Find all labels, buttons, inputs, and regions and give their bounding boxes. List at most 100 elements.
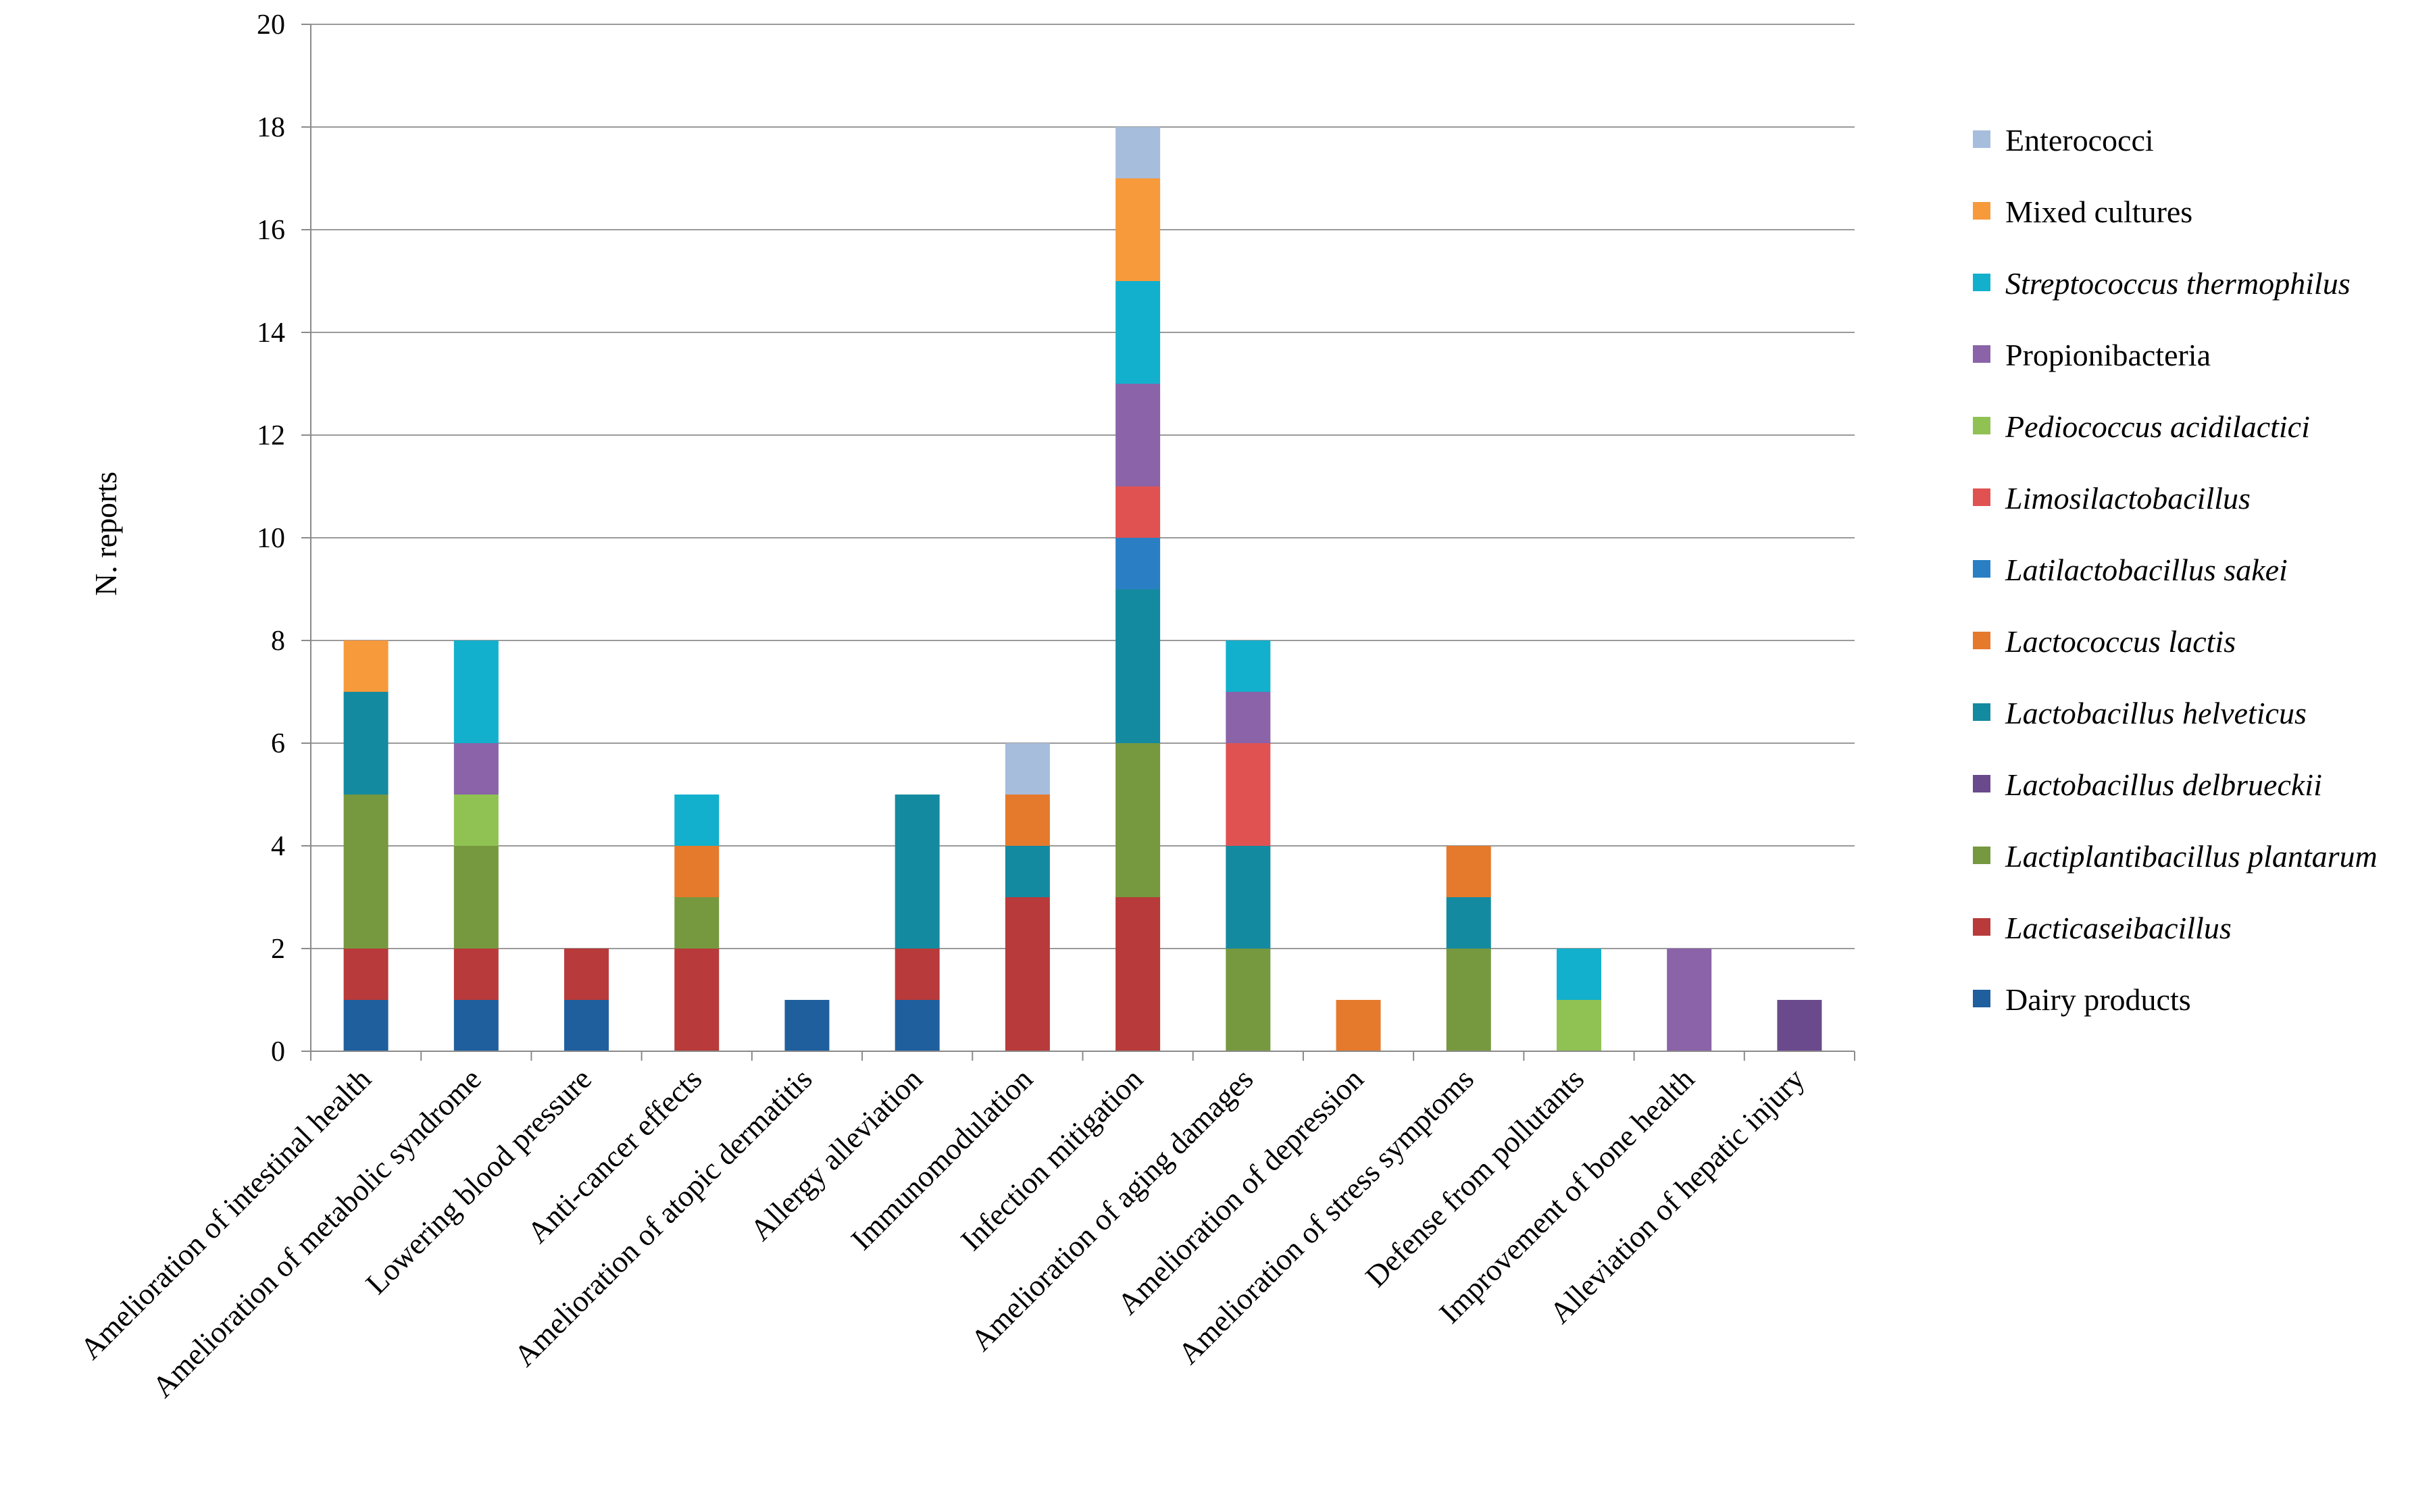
bar-segment (1115, 589, 1161, 743)
legend-swatch (1973, 417, 1990, 434)
bar-segment (895, 949, 940, 1000)
bar-segment (1226, 949, 1271, 1051)
y-tick-label: 16 (257, 215, 285, 246)
x-category-label: Infection mitigation (954, 1062, 1149, 1257)
bar-segment (1446, 949, 1491, 1051)
legend-swatch (1973, 274, 1990, 291)
bar-segment (343, 692, 388, 795)
bar-segment (343, 795, 388, 949)
y-tick-label: 6 (271, 728, 285, 759)
y-tick-labels: 0 2 4 6 8 10 12 14 16 18 20 (257, 9, 285, 1067)
legend-swatch (1973, 345, 1990, 363)
legend-label: Dairy products (2005, 982, 2191, 1017)
bar-segment (674, 949, 720, 1051)
y-tick-label: 14 (257, 318, 285, 349)
bar-segment (343, 949, 388, 1000)
legend-swatch (1973, 560, 1990, 578)
bar-segment (1115, 127, 1161, 178)
bar-segment (1446, 897, 1491, 949)
y-tick-label: 0 (271, 1036, 285, 1067)
bar-segment (1005, 846, 1050, 897)
legend-swatch (1973, 632, 1990, 649)
bar-segment (1446, 846, 1491, 897)
bars (343, 127, 1822, 1051)
bar-segment (1226, 692, 1271, 743)
legend-label: Lacticaseibacillus (2005, 911, 2232, 945)
bar-segment (1005, 743, 1050, 795)
bar-segment (1667, 949, 1712, 1051)
x-category-label: Defense from pollutants (1359, 1062, 1590, 1294)
legend-item: Dairy products (1973, 982, 2191, 1017)
bar-segment (1115, 743, 1161, 897)
bar-segment (453, 1000, 499, 1051)
legend-swatch (1973, 918, 1990, 936)
legend-label: Lactococcus lactis (2005, 624, 2236, 659)
legend-item: Lactococcus lactis (1973, 624, 2236, 659)
bar-segment (1005, 897, 1050, 1051)
bar-segment (1556, 949, 1601, 1000)
legend-item: Lacticaseibacillus (1973, 911, 2232, 945)
y-tick-label: 20 (257, 9, 285, 41)
x-category-label: Immunomodulation (845, 1062, 1039, 1257)
legend-swatch (1973, 488, 1990, 506)
y-tick-label: 10 (257, 523, 285, 554)
legend-item: Streptococcus thermophilus (1973, 266, 2351, 301)
x-category-label: Lowering blood pressure (359, 1062, 598, 1301)
legend-label: Lactiplantibacillus plantarum (2005, 839, 2378, 874)
legend-swatch (1973, 775, 1990, 792)
legend-label: Enterococci (2005, 123, 2154, 157)
y-tick-label: 18 (257, 112, 285, 143)
axes (301, 24, 1855, 1061)
bar-segment (343, 1000, 388, 1051)
bar-segment (1005, 795, 1050, 846)
bar-segment (453, 949, 499, 1000)
legend-swatch (1973, 990, 1990, 1007)
bar-segment (564, 1000, 609, 1051)
bar-segment (674, 846, 720, 897)
y-axis-title: N. reports (89, 472, 123, 596)
legend-swatch (1973, 847, 1990, 864)
legend-swatch (1973, 703, 1990, 721)
bar-segment (1777, 1000, 1822, 1051)
legend-label: Streptococcus thermophilus (2005, 266, 2351, 301)
legend-item: Propionibacteria (1973, 338, 2211, 372)
bar-segment (564, 949, 609, 1000)
bar-segment (453, 795, 499, 846)
legend-item: Enterococci (1973, 123, 2154, 157)
legend-label: Mixed cultures (2005, 195, 2192, 229)
bar-segment (453, 743, 499, 795)
y-tick-label: 4 (271, 831, 285, 862)
legend-item: Lactiplantibacillus plantarum (1973, 839, 2378, 874)
bar-segment (784, 1000, 830, 1051)
legend-item: Lactobacillus helveticus (1973, 696, 2307, 730)
legend-label: Pediococcus acidilactici (2005, 409, 2310, 444)
bar-segment (1115, 486, 1161, 538)
gridlines (311, 24, 1855, 949)
bar-segment (453, 846, 499, 949)
bar-segment (895, 1000, 940, 1051)
legend-label: Latilactobacillus sakei (2005, 553, 2288, 587)
bar-segment (1115, 384, 1161, 486)
legend-label: Propionibacteria (2005, 338, 2211, 372)
bar-segment (674, 897, 720, 949)
y-tick-label: 2 (271, 934, 285, 965)
y-tick-label: 8 (271, 626, 285, 657)
bar-segment (895, 795, 940, 949)
y-tick-label: 12 (257, 420, 285, 451)
legend-item: Latilactobacillus sakei (1973, 553, 2288, 587)
legend-item: Pediococcus acidilactici (1973, 409, 2310, 444)
legend-label: Limosilactobacillus (2005, 481, 2251, 515)
legend-label: Lactobacillus helveticus (2005, 696, 2307, 730)
bar-segment (1336, 1000, 1381, 1051)
bar-segment (343, 640, 388, 692)
legend-item: Lactobacillus delbrueckii (1973, 767, 2322, 802)
bar-segment (1226, 846, 1271, 949)
bar-segment (674, 795, 720, 846)
bar-segment (1115, 281, 1161, 384)
bar-segment (1556, 1000, 1601, 1051)
legend-swatch (1973, 130, 1990, 148)
bar-segment (1115, 178, 1161, 281)
x-category-labels: Amelioration of intestinal healthAmelior… (74, 1061, 1811, 1404)
